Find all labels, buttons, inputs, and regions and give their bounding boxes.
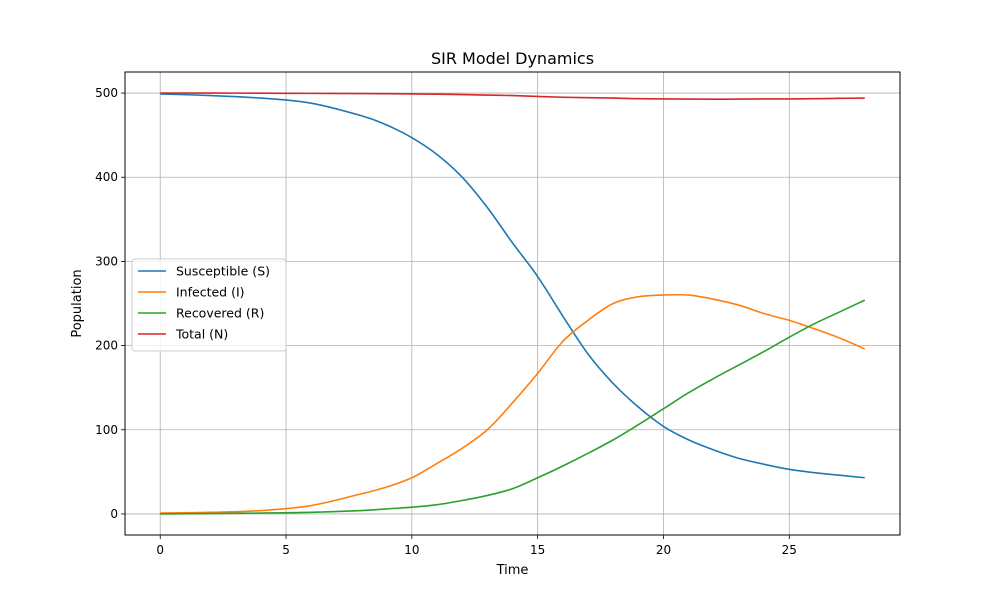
series-line-total-n: [160, 92, 865, 100]
legend-label-recovered-r: Recovered (R): [176, 306, 264, 321]
y-tick-label: 500: [95, 86, 118, 100]
x-tick-label: 20: [656, 543, 671, 557]
y-axis-label: Population: [70, 269, 85, 337]
y-tick-label: 100: [95, 423, 118, 437]
x-tick-label: 15: [530, 543, 545, 557]
y-tick-label: 200: [95, 339, 118, 353]
legend-label-susceptible-s: Susceptible (S): [176, 264, 270, 279]
series-line-infected-i: [160, 293, 866, 514]
y-tick-label: 300: [95, 254, 118, 268]
legend: Susceptible (S) Infected (I) Recovered (R)…: [131, 258, 287, 352]
legend-box: [131, 258, 287, 352]
x-tick-label: 25: [782, 543, 797, 557]
ticks: 0 5 10 15 20 25 0 100 200 300 400 500: [95, 86, 797, 557]
x-axis-label: Time: [496, 563, 529, 578]
legend-label-infected-i: Infected (I): [176, 285, 245, 300]
y-tick-label: 400: [95, 170, 118, 184]
chart-title: SIR Model Dynamics: [431, 49, 594, 68]
y-tick-label: 0: [110, 507, 118, 521]
legend-label-total-n: Total (N): [175, 327, 228, 342]
plot-frame: [124, 71, 901, 536]
x-tick-label: 5: [282, 543, 290, 557]
x-tick-label: 10: [404, 543, 419, 557]
series-line-recovered-r: [160, 299, 866, 515]
series-line-susceptible-s: [160, 93, 865, 479]
x-tick-label: 0: [156, 543, 164, 557]
series-layer: [160, 92, 866, 515]
